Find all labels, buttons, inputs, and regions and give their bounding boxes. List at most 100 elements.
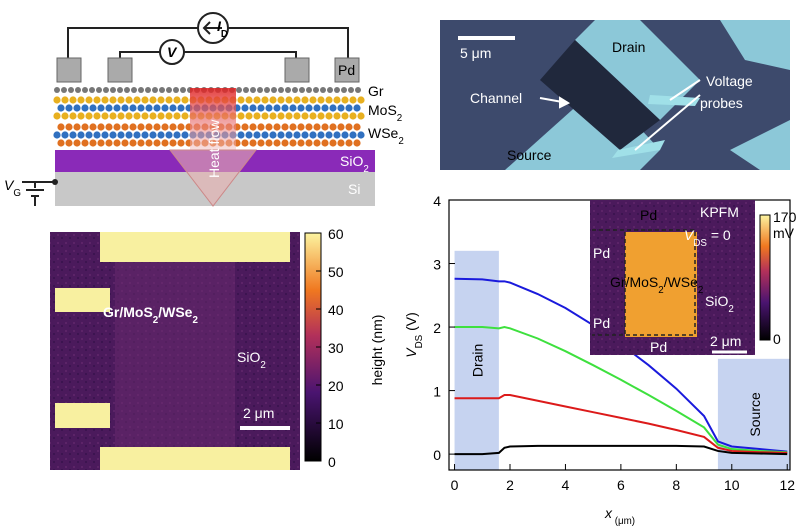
atom	[61, 87, 67, 93]
atom	[53, 112, 61, 120]
atom	[289, 139, 297, 147]
sio2-label: SiO2	[340, 153, 369, 175]
atom	[177, 123, 185, 131]
atom	[321, 104, 329, 112]
atom	[285, 87, 291, 93]
text-part: D	[221, 29, 228, 40]
atom	[161, 139, 169, 147]
atom	[257, 139, 265, 147]
sample-label: Gr/MoS2/WSe2	[103, 304, 198, 326]
atom	[317, 131, 325, 139]
atom	[169, 123, 177, 131]
inset-colorbar-max: 170	[773, 209, 797, 225]
atom	[250, 87, 256, 93]
atom	[177, 104, 185, 112]
inset-condition: VDS = 0	[684, 227, 731, 249]
atom	[334, 87, 340, 93]
text-part: 2	[728, 304, 733, 315]
atom	[117, 87, 123, 93]
atom	[165, 112, 173, 120]
atom	[305, 123, 313, 131]
atom	[141, 96, 149, 104]
text-part: SiO	[705, 293, 728, 309]
atom	[81, 104, 89, 112]
wse2-label: WSe2	[368, 125, 404, 147]
atom	[325, 96, 333, 104]
atom	[109, 112, 117, 120]
atom	[166, 87, 172, 93]
atom	[349, 131, 357, 139]
atom	[285, 112, 293, 120]
text-part: V	[403, 347, 419, 358]
pd-label: Pd	[593, 245, 610, 261]
atom	[125, 131, 133, 139]
atom	[101, 96, 109, 104]
text-part: WSe	[368, 125, 399, 141]
atom	[82, 87, 88, 93]
y-tick-label: 2	[433, 320, 441, 336]
text-part: (μm)	[612, 516, 635, 527]
atom	[149, 112, 157, 120]
atom	[133, 96, 141, 104]
atom	[77, 112, 85, 120]
atom	[249, 139, 257, 147]
text-part: MoS	[368, 102, 397, 118]
y-axis-label: VDS (V)	[403, 312, 425, 358]
si-label: Si	[348, 181, 360, 197]
x-tick-label: 0	[451, 477, 459, 493]
atom	[277, 131, 285, 139]
atom	[243, 87, 249, 93]
atom	[97, 104, 105, 112]
probes-label: probes	[700, 95, 743, 111]
atom	[269, 96, 277, 104]
atom	[281, 104, 289, 112]
atom	[105, 104, 113, 112]
atom	[89, 87, 95, 93]
x-tick-label: 2	[506, 477, 514, 493]
atom	[133, 131, 141, 139]
x-tick-label: 6	[617, 477, 625, 493]
heat-label: Heat flow	[206, 119, 222, 178]
atom	[285, 131, 293, 139]
colorbar-tick-label: 60	[328, 226, 344, 242]
atom	[269, 131, 277, 139]
atom	[141, 112, 149, 120]
colorbar-tick-label: 50	[328, 264, 344, 280]
atom	[237, 131, 245, 139]
atom	[309, 112, 317, 120]
source-label: Source	[507, 147, 552, 163]
atom	[249, 104, 257, 112]
kpfm-inset: KPFM VDS = 0 Gr/MoS2/WSe2 SiO2 Pd Pd Pd …	[590, 200, 797, 355]
atom	[181, 112, 189, 120]
text-part: 2	[192, 315, 198, 326]
atom	[93, 131, 101, 139]
atom	[309, 131, 317, 139]
atom	[57, 139, 65, 147]
atom	[321, 123, 329, 131]
atom	[278, 87, 284, 93]
atom	[345, 139, 353, 147]
atom	[65, 104, 73, 112]
atom	[181, 131, 189, 139]
colorbar-label: height (nm)	[369, 315, 385, 386]
atom	[327, 87, 333, 93]
atom	[110, 87, 116, 93]
atom	[109, 131, 117, 139]
atom	[237, 112, 245, 120]
atom	[313, 123, 321, 131]
atom	[97, 139, 105, 147]
voltmeter-label: V	[167, 44, 178, 60]
atom	[173, 96, 181, 104]
atom	[353, 123, 361, 131]
atom	[77, 96, 85, 104]
atom	[117, 131, 125, 139]
atom	[131, 87, 137, 93]
x-axis-label: x (μm)	[604, 505, 635, 527]
atom	[121, 123, 129, 131]
atom	[345, 123, 353, 131]
y-tick-label: 1	[433, 384, 441, 400]
atom	[93, 112, 101, 120]
atom	[138, 87, 144, 93]
atom	[85, 131, 93, 139]
text-part: DS	[414, 334, 425, 348]
